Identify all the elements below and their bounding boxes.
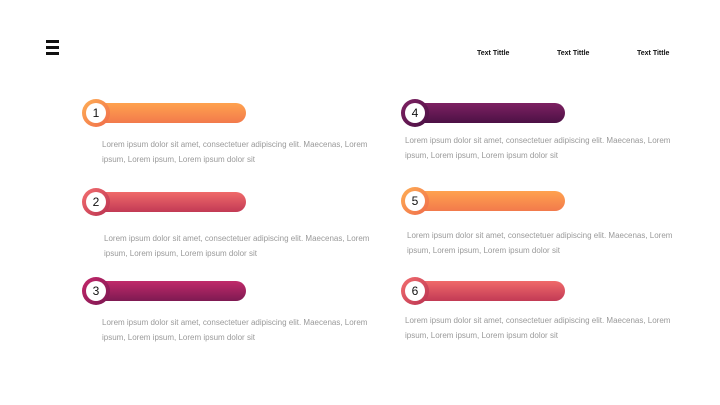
item-description: Lorem ipsum dolor sit amet, consectetuer… <box>405 136 671 160</box>
item-bar <box>92 192 246 212</box>
number-badge: 5 <box>401 187 429 215</box>
item-bar <box>92 103 246 123</box>
item-description: Lorem ipsum dolor sit amet, consectetuer… <box>104 234 370 258</box>
item-description: Lorem ipsum dolor sit amet, consectetuer… <box>407 231 673 255</box>
number-badge: 1 <box>82 99 110 127</box>
menu-icon-line <box>46 52 59 55</box>
item-description: Lorem ipsum dolor sit amet, consectetuer… <box>405 316 671 340</box>
badge-number: 3 <box>86 281 106 301</box>
badge-number: 1 <box>86 103 106 123</box>
item-bar <box>411 281 565 301</box>
nav-link-2[interactable]: Text Tittle <box>557 50 590 57</box>
item-bar <box>92 281 246 301</box>
badge-number: 4 <box>405 103 425 123</box>
number-badge: 3 <box>82 277 110 305</box>
badge-number: 2 <box>86 192 106 212</box>
nav-link-3[interactable]: Text Tittle <box>637 50 670 57</box>
item-bar <box>411 191 565 211</box>
item-bar <box>411 103 565 123</box>
badge-number: 5 <box>405 191 425 211</box>
menu-icon-line <box>46 46 59 49</box>
number-badge: 2 <box>82 188 110 216</box>
menu-icon-line <box>46 40 59 43</box>
nav-link-1[interactable]: Text Tittle <box>477 50 510 57</box>
badge-number: 6 <box>405 281 425 301</box>
item-description: Lorem ipsum dolor sit amet, consectetuer… <box>102 318 368 342</box>
number-badge: 4 <box>401 99 429 127</box>
number-badge: 6 <box>401 277 429 305</box>
hamburger-menu-icon[interactable] <box>46 40 59 55</box>
item-description: Lorem ipsum dolor sit amet, consectetuer… <box>102 140 368 164</box>
